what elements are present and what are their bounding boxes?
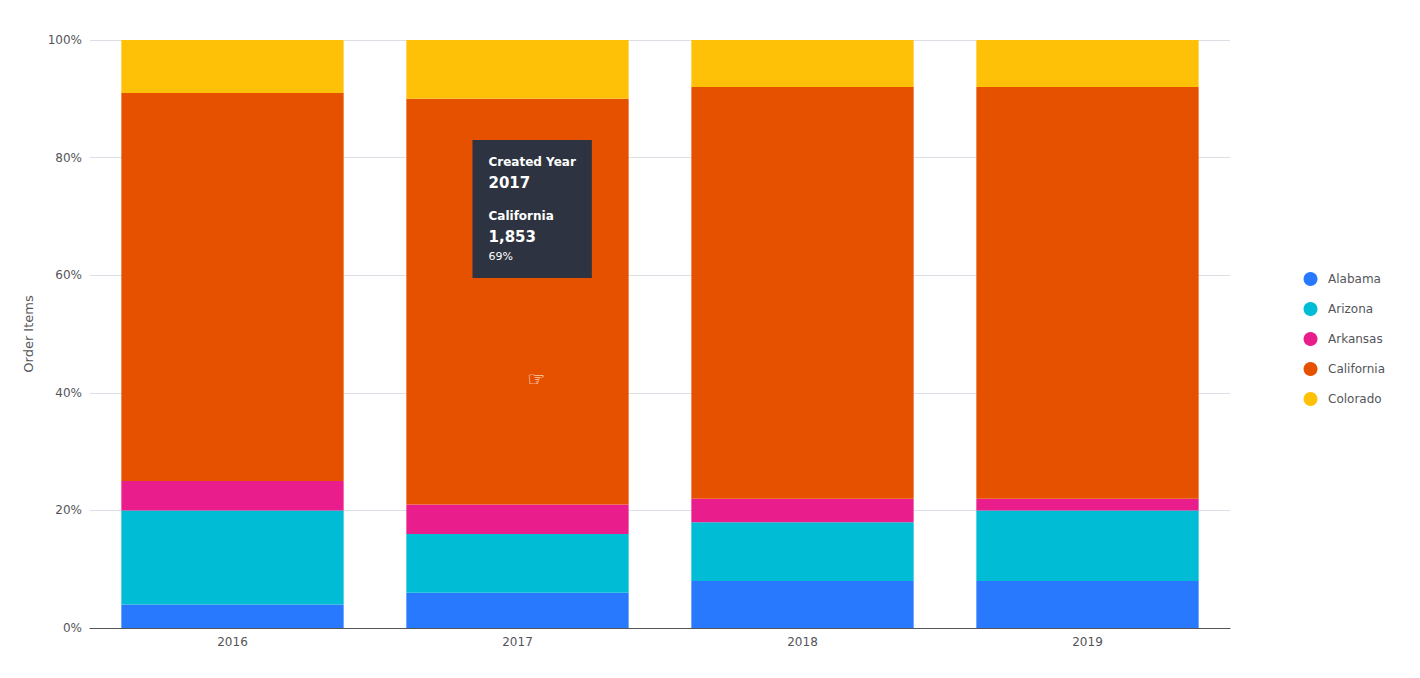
svg-text:2018: 2018 [787,635,818,649]
svg-text:0%: 0% [63,621,82,635]
svg-text:☞: ☞ [528,367,546,391]
svg-text:80%: 80% [55,151,82,165]
svg-text:Created Year: Created Year [489,155,576,169]
svg-text:Arizona: Arizona [1328,302,1373,316]
svg-text:Order Items: Order Items [21,295,36,373]
svg-text:2016: 2016 [217,635,248,649]
svg-text:1,853: 1,853 [489,228,536,246]
svg-text:100%: 100% [48,33,82,47]
svg-text:Arkansas: Arkansas [1328,332,1383,346]
svg-text:California: California [489,209,554,223]
svg-text:2017: 2017 [489,174,531,192]
svg-text:California: California [1328,362,1385,376]
svg-text:69%: 69% [489,250,513,263]
svg-text:2017: 2017 [502,635,533,649]
svg-text:60%: 60% [55,268,82,282]
svg-text:40%: 40% [55,386,82,400]
svg-text:Alabama: Alabama [1328,272,1381,286]
svg-text:Colorado: Colorado [1328,392,1382,406]
svg-text:20%: 20% [55,503,82,517]
svg-text:2019: 2019 [1072,635,1103,649]
